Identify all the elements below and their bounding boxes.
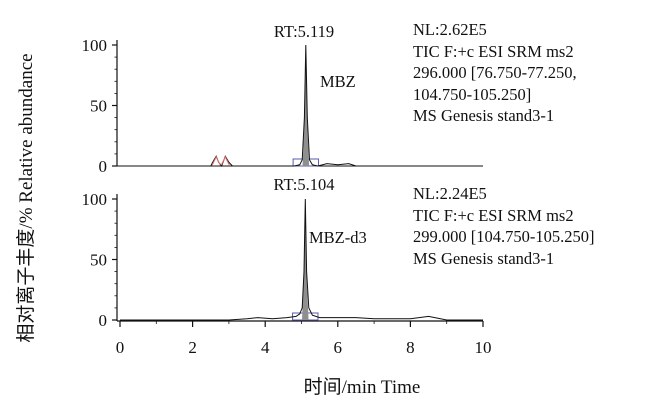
info-line: 299.000 [104.750-105.250] (413, 227, 595, 246)
x-axis-title: 时间/min Time (304, 376, 421, 398)
info-block-mbz-d3: NL:2.24E5 TIC F:+c ESI SRM ms2 299.000 [… (413, 183, 594, 269)
x-tick-label: 0 (116, 338, 125, 357)
peak-area (302, 45, 310, 166)
chromatogram-panel-mbz-d3: 100 50 0 0 2 4 6 8 10 RT:5.104 MBZ-d3 (82, 175, 492, 357)
x-tick-label: 4 (261, 338, 270, 357)
x-tick-label: 10 (475, 338, 492, 357)
peak-marker-triangle (220, 155, 230, 166)
info-line: 296.000 [76.750-77.250, (413, 63, 577, 82)
x-tick-label: 2 (188, 338, 197, 357)
series-trace (120, 198, 483, 321)
info-line: TIC F:+c ESI SRM ms2 (413, 205, 574, 225)
x-tick-label: 8 (406, 338, 415, 357)
y-tick-label: 50 (90, 251, 107, 270)
y-axis-title: 相对离子丰度/% Relative abundance (15, 53, 37, 342)
peak-retention-time-label: RT:5.119 (274, 22, 334, 41)
info-line: NL:2.24E5 (413, 184, 487, 203)
info-line: 104.750-105.250] (413, 84, 532, 104)
info-block-mbz: NL:2.62E5 TIC F:+c ESI SRM ms2 296.000 [… (413, 19, 577, 127)
y-tick-label: 100 (82, 36, 108, 55)
x-tick-label: 6 (334, 338, 343, 357)
info-line: TIC F:+c ESI SRM ms2 (413, 41, 574, 61)
info-line: MS Genesis stand3-1 (413, 106, 555, 125)
peak-marker-triangle (211, 155, 221, 166)
peak-area (302, 199, 309, 320)
chromatogram-panel-mbz: 100 50 0 RT:5.119 MBZ (82, 22, 483, 176)
info-line: MS Genesis stand3-1 (413, 248, 555, 268)
peak-retention-time-label: RT:5.104 (274, 175, 335, 194)
y-tick-label: 0 (99, 311, 108, 330)
compound-label: MBZ-d3 (309, 228, 367, 247)
y-tick-label: 0 (99, 157, 108, 176)
y-tick-label: 50 (90, 97, 107, 116)
info-line: NL:2.62E5 (413, 20, 487, 39)
y-tick-label: 100 (82, 190, 108, 209)
compound-label: MBZ (320, 72, 356, 91)
